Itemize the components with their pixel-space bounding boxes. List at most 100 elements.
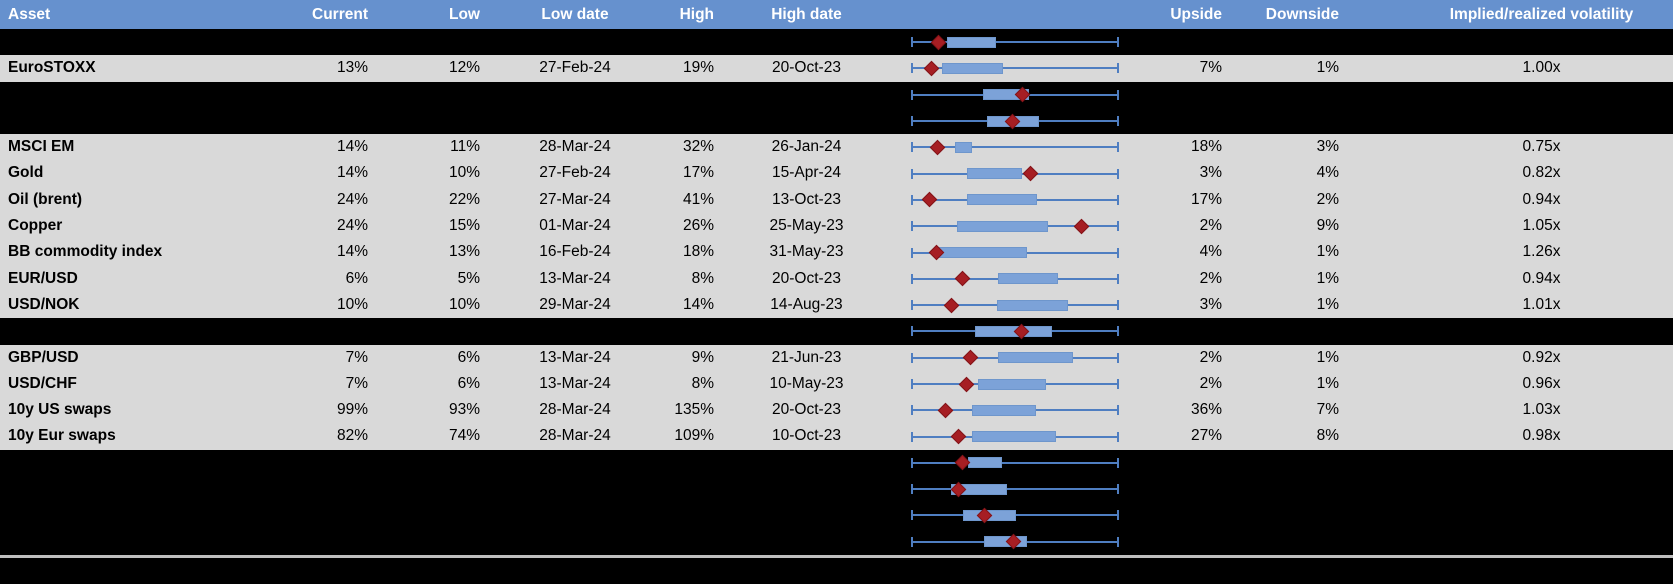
cell-low <box>378 502 490 528</box>
cell-high_date: 20-Oct-23 <box>772 269 841 287</box>
whisker-line <box>912 488 1118 491</box>
cell-implied_realized <box>1355 318 1673 344</box>
whisker-cap-left <box>911 510 913 521</box>
cell-asset: Oil (brent) <box>8 190 83 208</box>
spacer-row <box>0 318 1673 345</box>
whisker-cap-left <box>911 405 913 416</box>
cell-high <box>660 29 718 55</box>
cell-low <box>378 529 490 555</box>
cell-upside: 2% <box>1199 269 1222 287</box>
column-header-upside: Upside <box>1170 6 1222 23</box>
whisker-cap-left <box>911 37 913 48</box>
table-row: MSCI EM 14% 11% 28-Mar-24 32% 26-Jan-24 18% 3% 0… <box>0 134 1673 161</box>
cell-current: 14% <box>336 138 368 156</box>
cell-asset: BB commodity index <box>8 243 163 261</box>
table-row: Oil (brent) 24% 22% 27-Mar-24 41% 13-Oct-23 17… <box>0 186 1673 214</box>
whisker-cap-right <box>1117 405 1119 416</box>
whisker-cap-left <box>911 89 913 100</box>
cell-high: 135% <box>674 401 714 419</box>
table-header-row: Asset Current Low Low date High High date Upsi… <box>0 0 1673 29</box>
spacer-row <box>0 476 1673 503</box>
cell-high_date <box>718 82 895 108</box>
cell-asset: USD/CHF <box>8 374 77 392</box>
cell-low_date <box>490 108 660 134</box>
interquartile-range-box <box>971 404 1036 416</box>
spacer-row <box>0 107 1673 135</box>
cell-current: 24% <box>336 190 368 208</box>
cell-implied_realized: 0.96x <box>1522 374 1561 392</box>
whisker-cap-right <box>1117 431 1119 442</box>
cell-high_date <box>718 529 895 555</box>
current-value-diamond-icon <box>950 428 967 445</box>
interquartile-range-box <box>966 194 1037 206</box>
cell-high_date: 10-May-23 <box>769 374 844 392</box>
range-boxplot <box>895 266 1140 292</box>
cell-current: 14% <box>336 243 368 261</box>
table-row: USD/CHF 7% 6% 13-Mar-24 8% 10-May-23 2% 1% 0.96x <box>0 370 1673 398</box>
cell-asset: Gold <box>8 164 44 182</box>
column-header-low_date: Low date <box>541 6 609 23</box>
cell-downside <box>1240 29 1355 55</box>
whisker-cap-left <box>911 247 913 258</box>
cell-implied_realized: 0.82x <box>1522 164 1561 182</box>
column-header-high: High <box>679 6 714 23</box>
cell-upside: 18% <box>1190 138 1222 156</box>
range-boxplot <box>895 397 1140 423</box>
cell-upside <box>1140 108 1240 134</box>
cell-implied_realized: 1.01x <box>1522 295 1561 313</box>
table-row: EuroSTOXX 13% 12% 27-Feb-24 19% 20-Oct-23 7% 1%… <box>0 55 1673 82</box>
interquartile-range-box <box>998 352 1074 364</box>
cell-high <box>660 450 718 476</box>
whisker-cap-right <box>1117 194 1119 205</box>
whisker-cap-left <box>911 63 913 74</box>
cell-low_date <box>490 29 660 55</box>
cell-high <box>660 318 718 344</box>
cell-asset <box>0 318 290 344</box>
cell-high <box>660 108 718 134</box>
cell-upside: 36% <box>1190 401 1222 419</box>
whisker-line <box>912 146 1118 149</box>
cell-upside <box>1140 29 1240 55</box>
interquartile-range-box <box>996 299 1069 311</box>
whisker-cap-left <box>911 168 913 179</box>
whisker-cap-right <box>1117 37 1119 48</box>
cell-downside: 1% <box>1316 59 1339 77</box>
range-boxplot <box>895 318 1140 344</box>
cell-upside <box>1140 450 1240 476</box>
cell-downside: 1% <box>1316 348 1339 366</box>
range-boxplot <box>895 502 1140 528</box>
spacer-row <box>0 29 1673 56</box>
whisker-cap-right <box>1117 352 1119 363</box>
cell-low: 5% <box>457 269 480 287</box>
range-boxplot <box>895 529 1140 555</box>
cell-high_date: 15-Apr-24 <box>772 164 841 182</box>
cell-high_date <box>718 318 895 344</box>
interquartile-range-box <box>975 325 1052 337</box>
cell-upside: 2% <box>1199 348 1222 366</box>
cell-asset: Copper <box>8 217 63 235</box>
cell-upside <box>1140 502 1240 528</box>
cell-high_date: 20-Oct-23 <box>772 401 841 419</box>
cell-implied_realized <box>1355 108 1673 134</box>
cell-implied_realized <box>1355 529 1673 555</box>
spacer-row <box>0 528 1673 555</box>
cell-high_date <box>718 502 895 528</box>
range-boxplot <box>895 476 1140 502</box>
cell-implied_realized <box>1355 450 1673 476</box>
cell-low <box>378 450 490 476</box>
cell-implied_realized: 0.75x <box>1522 138 1561 156</box>
cell-high: 41% <box>682 190 714 208</box>
cell-high_date: 25-May-23 <box>769 217 844 235</box>
range-boxplot <box>895 134 1140 160</box>
range-boxplot <box>895 160 1140 186</box>
cell-low_date: 28-Mar-24 <box>539 138 611 156</box>
whisker-cap-right <box>1117 168 1119 179</box>
cell-low: 13% <box>448 243 480 261</box>
cell-downside <box>1240 502 1355 528</box>
cell-low_date <box>490 502 660 528</box>
range-boxplot <box>895 371 1140 397</box>
table-row: EUR/USD 6% 5% 13-Mar-24 8% 20-Oct-23 2% 1% 0.94x <box>0 265 1673 292</box>
cell-low <box>378 318 490 344</box>
cell-downside: 1% <box>1316 269 1339 287</box>
cell-upside: 3% <box>1199 295 1222 313</box>
